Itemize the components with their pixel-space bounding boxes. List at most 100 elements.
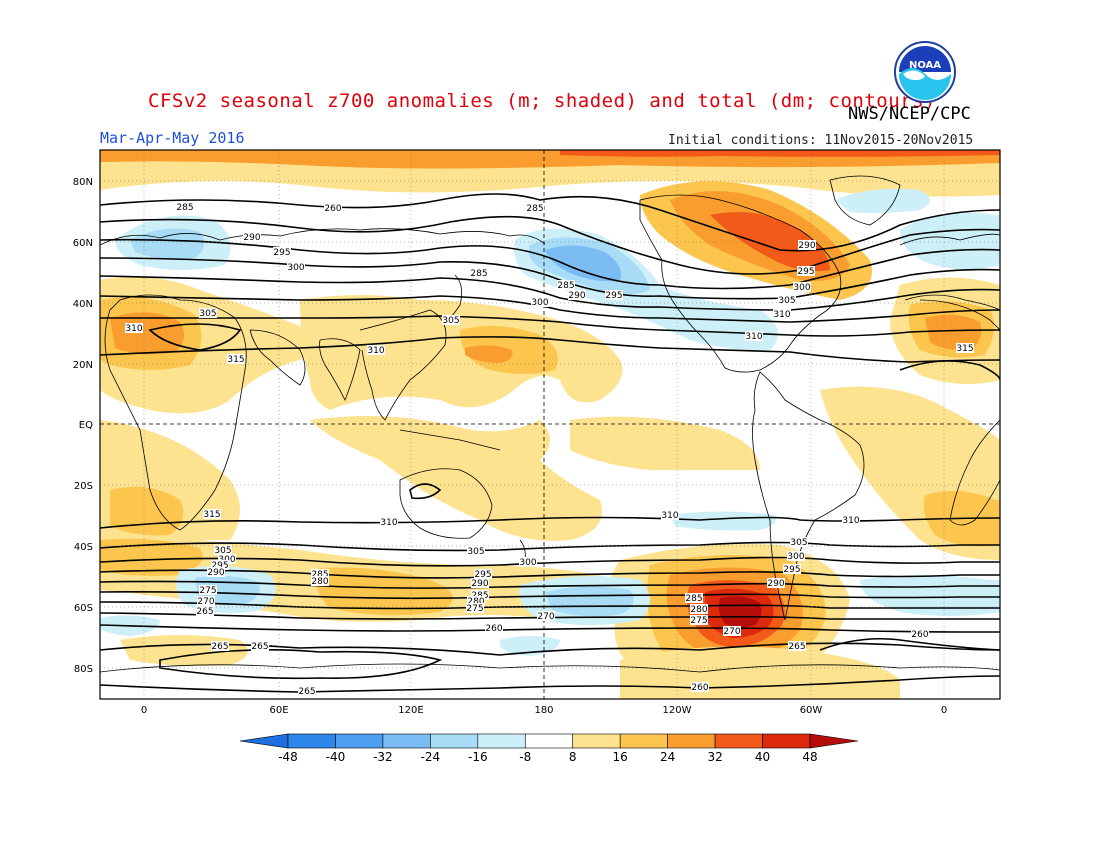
contour-label-bg (691, 682, 709, 692)
contour-label-bg (485, 623, 503, 633)
x-tick: 180 (534, 705, 553, 716)
anomaly-region (835, 188, 930, 214)
contour-label-bg (214, 545, 232, 555)
anomaly-region (570, 416, 760, 470)
contour-label: 265 (211, 642, 228, 652)
contour-label-bg (531, 297, 549, 307)
contour-label: 280 (690, 605, 707, 615)
svg-text:NOAA: NOAA (909, 60, 941, 71)
contour-label: 300 (287, 263, 304, 273)
y-tick: 40S (74, 542, 93, 553)
x-axis-ticks: 0 60E 120E 180 120W 60W 0 (141, 705, 947, 716)
contour-label: 285 (311, 570, 328, 580)
contour-label-bg (199, 308, 217, 318)
contour-label: 305 (442, 316, 459, 326)
contour-label-bg (557, 280, 575, 290)
contour-label-bg (227, 354, 245, 364)
colorbar-label: -40 (326, 750, 346, 764)
contour-label: 300 (793, 283, 810, 293)
contour-label-bg (466, 603, 484, 613)
contour-label-bg (661, 510, 679, 520)
contour-label-bg (526, 203, 544, 213)
contour-label: 310 (125, 324, 142, 334)
y-tick: 80S (74, 664, 93, 675)
contour-label: 300 (531, 298, 548, 308)
contour-label: 285 (526, 204, 543, 214)
anomaly-region (310, 416, 602, 541)
colorbar-label: -48 (278, 750, 298, 764)
x-tick: 0 (941, 705, 947, 716)
contour-label-bg (380, 517, 398, 527)
y-tick: 20S (74, 481, 93, 492)
colorbar-label: 24 (660, 750, 675, 764)
colorbar-label: -24 (421, 750, 441, 764)
contour-label-bg (793, 282, 811, 292)
colorbar-box (335, 733, 384, 749)
contour-label-bg (537, 611, 555, 621)
contour-label: 305 (214, 546, 231, 556)
x-tick: 60E (269, 705, 288, 716)
anomaly-region (465, 345, 513, 363)
anomaly-region (300, 295, 623, 410)
contour-label-bg (243, 232, 261, 242)
chart-title: CFSv2 seasonal z700 anomalies (m; shaded… (148, 90, 936, 112)
contour-label-bg (474, 569, 492, 579)
y-tick: EQ (79, 420, 93, 431)
x-tick: 0 (141, 705, 147, 716)
colorbar-box (382, 733, 431, 749)
contour-label-bg (787, 551, 805, 561)
y-axis-ticks: 80N 60N 40N 20N EQ 20S 40S 60S 80S (73, 177, 93, 675)
contour-label-bg (467, 546, 485, 556)
x-tick: 120E (398, 705, 423, 716)
contour-label: 285 (557, 281, 574, 291)
contour-label: 260 (911, 630, 928, 640)
contour-label: 280 (467, 597, 484, 607)
contour-label: 290 (767, 579, 784, 589)
contour-label: 290 (243, 233, 260, 243)
contour-label-bg (767, 578, 785, 588)
contour-label: 295 (474, 570, 491, 580)
contour-label-bg (470, 268, 488, 278)
anomaly-region (710, 212, 830, 272)
anomaly-region (925, 314, 982, 351)
colorbar-box (524, 733, 574, 749)
x-tick: 120W (663, 705, 692, 716)
contour-label-bg (778, 295, 796, 305)
contour-label: 290 (798, 241, 815, 251)
contour-label-bg (287, 262, 305, 272)
contour-label: 310 (773, 310, 790, 320)
anomaly-region (100, 538, 203, 576)
contour-label-bg (211, 641, 229, 651)
contour-label: 300 (787, 552, 804, 562)
contour-label: 310 (661, 511, 678, 521)
contour-label-bg (196, 606, 214, 616)
contour-label: 315 (227, 355, 244, 365)
contour-label-bg (211, 560, 229, 570)
contour-label: 295 (783, 565, 800, 575)
initial-conditions-label: Initial conditions: 11Nov2015-20Nov2015 (668, 133, 974, 148)
anomaly-region (620, 646, 900, 699)
contour-label-bg (324, 203, 342, 213)
contour-label-bg (467, 596, 485, 606)
colorbar-box (572, 733, 621, 749)
contour-label-bg (798, 240, 816, 250)
colorbar-label: -8 (519, 750, 531, 764)
contour-label: 270 (723, 627, 740, 637)
contour-label-bg (605, 290, 623, 300)
colorbar-box (430, 733, 479, 749)
contour-label: 310 (745, 332, 762, 342)
contour-label-bg (176, 202, 194, 212)
colorbar-label: -32 (373, 750, 393, 764)
contour-label: 260 (485, 624, 502, 634)
colorbar: -48 -40 -32 -24 -16 -8 8 16 24 32 40 48 (239, 733, 859, 764)
contour-label: 295 (211, 561, 228, 571)
y-tick: 60S (74, 603, 93, 614)
anomaly-region (560, 150, 1000, 157)
contour-label-bg (197, 596, 215, 606)
contour-label: 265 (251, 642, 268, 652)
contour-label-bg (199, 585, 217, 595)
contour-label-bg (783, 564, 801, 574)
y-tick: 60N (73, 238, 93, 249)
noaa-logo-icon: NOAA (894, 41, 956, 103)
